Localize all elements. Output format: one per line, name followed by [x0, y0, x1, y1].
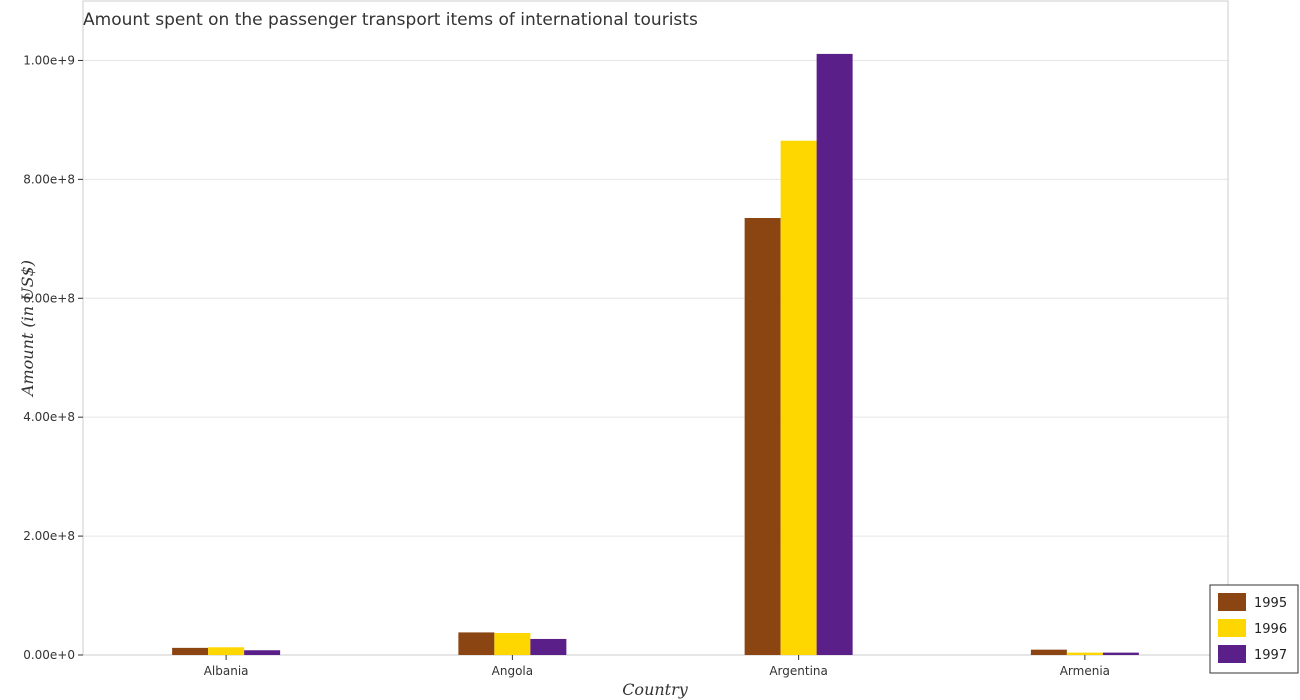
bar-angola-1997 [530, 638, 567, 655]
bar-argentina-1995 [744, 218, 781, 655]
legend-swatch [1218, 593, 1246, 611]
y-tick-label: 4.00e+8 [23, 410, 75, 424]
legend: 1995 1996 1997 [1209, 584, 1299, 674]
y-tick-label: 2.00e+8 [23, 529, 75, 543]
x-tick-label: Albania [204, 664, 249, 678]
y-tick-label: 8.00e+8 [23, 172, 75, 186]
x-tick-label: Angola [492, 664, 533, 678]
bar-armenia-1997 [1102, 652, 1139, 655]
legend-swatch [1218, 619, 1246, 637]
bar-argentina-1996 [780, 140, 817, 655]
bar-albania-1997 [244, 650, 281, 655]
bar-angola-1996 [494, 633, 531, 655]
y-axis-label: Amount (in US$) [18, 260, 37, 398]
bar-albania-1995 [172, 647, 209, 655]
legend-entry: 1997 [1254, 648, 1287, 663]
bar-argentina-1997 [816, 53, 853, 655]
y-tick-label: 0.00e+0 [23, 648, 75, 662]
y-tick-label: 6.00e+8 [23, 291, 75, 305]
bars [172, 53, 1139, 655]
legend-entry: 1995 [1254, 596, 1287, 611]
y-axis-ticks: 0.00e+0 2.00e+8 4.00e+8 6.00e+8 8.00e+8 1.00e… [23, 53, 83, 662]
legend-entry: 1996 [1254, 622, 1287, 637]
plot-frame [82, 0, 1229, 656]
bar-armenia-1995 [1030, 649, 1067, 655]
x-tick-label: Armenia [1060, 664, 1110, 678]
legend-swatch [1218, 645, 1246, 663]
x-axis-ticks: Albania Angola Argentina Armenia [204, 655, 1110, 678]
x-tick-label: Argentina [769, 664, 828, 678]
x-axis-label: Country [622, 680, 689, 699]
y-tick-label: 1.00e+9 [23, 53, 75, 67]
chart-title: Amount spent on the passenger transport … [83, 10, 698, 30]
bar-angola-1995 [458, 632, 495, 655]
bar-armenia-1996 [1066, 652, 1103, 655]
grid-lines [83, 59, 1228, 656]
bar-albania-1996 [208, 647, 245, 655]
